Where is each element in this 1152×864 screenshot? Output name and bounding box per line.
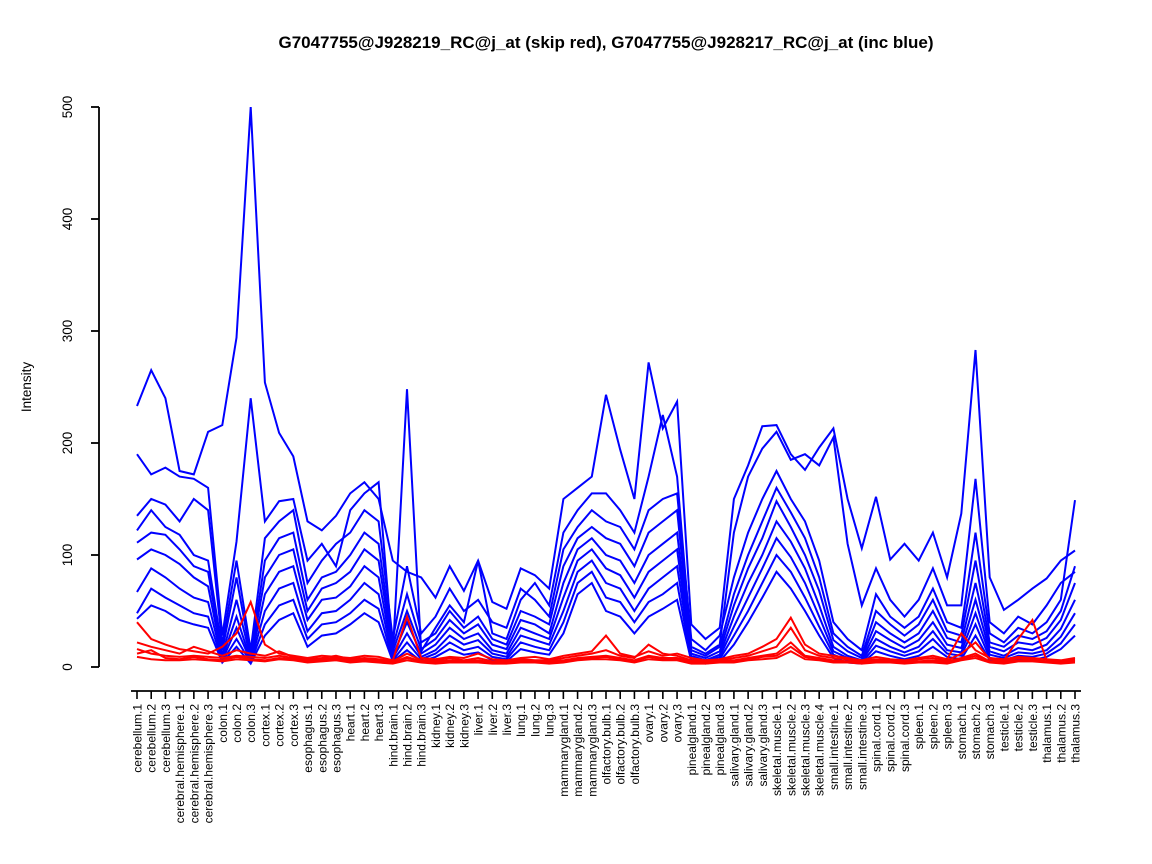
x-tick-label: mammarygland.2 bbox=[571, 704, 585, 797]
x-tick-label: cerebellum.3 bbox=[159, 704, 173, 773]
y-tick-label: 300 bbox=[60, 320, 75, 343]
x-tick-label: spinal.cord.2 bbox=[884, 704, 898, 772]
series-line-inc-probe-2 bbox=[136, 389, 1076, 655]
series-line-inc-probe-7 bbox=[136, 536, 1076, 665]
x-tick-label: esophagus.1 bbox=[301, 704, 315, 773]
x-tick-label: testicle.2 bbox=[1012, 704, 1026, 752]
series-line-skip-probe-5 bbox=[136, 645, 1076, 664]
series-line-skip-probe-1 bbox=[136, 599, 1076, 662]
x-tick-label: spleen.3 bbox=[941, 704, 955, 750]
x-tick-label: liver.1 bbox=[472, 704, 486, 736]
x-tick-label: lung.1 bbox=[514, 704, 528, 737]
x-tick-label: esophagus.3 bbox=[330, 704, 344, 773]
x-tick-label: thalamus.3 bbox=[1069, 704, 1083, 763]
x-tick-label: thalamus.2 bbox=[1054, 704, 1068, 763]
x-tick-label: spinal.cord.3 bbox=[898, 704, 912, 772]
x-tick-label: mammarygland.1 bbox=[557, 704, 571, 797]
y-tick-label: 200 bbox=[60, 432, 75, 455]
x-tick-label: pinealgland.3 bbox=[713, 704, 727, 776]
x-tick-label: stomach.2 bbox=[969, 704, 983, 760]
x-tick-label: hind.brain.2 bbox=[401, 704, 415, 767]
x-tick-label: kidney.3 bbox=[457, 704, 471, 748]
y-tick-label: 500 bbox=[60, 96, 75, 119]
x-tick-label: cerebral.hemisphere.1 bbox=[173, 704, 187, 824]
x-tick-label: liver.3 bbox=[500, 704, 514, 736]
series-line-inc-probe-6 bbox=[136, 519, 1076, 665]
x-tick-label: skeletal.muscle.3 bbox=[799, 704, 813, 796]
series-line-inc-probe-9 bbox=[136, 570, 1076, 666]
x-tick-label: colon.1 bbox=[216, 704, 230, 743]
series-line-skip-probe-2 bbox=[136, 617, 1076, 663]
x-tick-label: thalamus.1 bbox=[1040, 704, 1054, 763]
x-tick-label: mammarygland.3 bbox=[585, 704, 599, 797]
series-line-skip-probe-4 bbox=[136, 650, 1076, 665]
x-tick-label: ovary.2 bbox=[656, 704, 670, 743]
x-tick-label: small.intestine.3 bbox=[855, 704, 869, 790]
x-tick-label: cerebral.hemisphere.2 bbox=[187, 704, 201, 824]
x-tick-label: olfactory.bulb.2 bbox=[614, 704, 628, 785]
x-tick-label: hind.brain.3 bbox=[415, 704, 429, 767]
x-tick-label: skeletal.muscle.1 bbox=[770, 704, 784, 796]
series-line-inc-probe-1 bbox=[136, 106, 1076, 641]
x-tick-label: pinealgland.1 bbox=[685, 704, 699, 776]
x-tick-label: stomach.1 bbox=[955, 704, 969, 760]
x-tick-label: heart.3 bbox=[372, 704, 386, 742]
x-tick-label: kidney.2 bbox=[443, 704, 457, 748]
x-tick-label: lung.3 bbox=[543, 704, 557, 737]
chart-title: G7047755@J928219_RC@j_at (skip red), G70… bbox=[278, 33, 934, 52]
series-line-inc-probe-8 bbox=[136, 553, 1076, 665]
x-tick-label: small.intestine.1 bbox=[827, 704, 841, 790]
x-tick-label: cortex.1 bbox=[258, 704, 272, 747]
x-tick-label: heart.1 bbox=[344, 704, 358, 742]
x-tick-label: spleen.2 bbox=[926, 704, 940, 750]
x-tick-label: hind.brain.1 bbox=[386, 704, 400, 767]
x-tick-label: colon.2 bbox=[230, 704, 244, 743]
x-tick-label: small.intestine.2 bbox=[841, 704, 855, 790]
x-tick-label: cerebellum.1 bbox=[131, 704, 145, 773]
series-line-inc-probe-5 bbox=[136, 498, 1076, 660]
x-tick-label: lung.2 bbox=[528, 704, 542, 737]
series-line-inc-probe-3 bbox=[136, 468, 1076, 652]
x-tick-label: liver.2 bbox=[486, 704, 500, 736]
x-tick-label: skeletal.muscle.2 bbox=[784, 704, 798, 796]
series-line-inc-probe-4 bbox=[136, 485, 1076, 658]
x-tick-label: spinal.cord.1 bbox=[870, 704, 884, 772]
x-tick-label: salivary.gland.1 bbox=[727, 704, 741, 787]
x-tick-label: cerebral.hemisphere.3 bbox=[202, 704, 216, 824]
x-tick-label: ovary.1 bbox=[642, 704, 656, 743]
y-tick-label: 100 bbox=[60, 544, 75, 567]
x-tick-label: olfactory.bulb.3 bbox=[628, 704, 642, 785]
x-tick-label: cortex.2 bbox=[273, 704, 287, 747]
x-tick-label: spleen.1 bbox=[912, 704, 926, 750]
x-tick-label: pinealgland.2 bbox=[699, 704, 713, 776]
y-tick-label: 0 bbox=[60, 663, 75, 671]
x-tick-label: cortex.3 bbox=[287, 704, 301, 747]
x-tick-label: testicle.1 bbox=[997, 704, 1011, 752]
x-tick-label: stomach.3 bbox=[983, 704, 997, 760]
y-tick-label: 400 bbox=[60, 208, 75, 231]
x-tick-label: salivary.gland.2 bbox=[742, 704, 756, 787]
x-tick-label: kidney.1 bbox=[429, 704, 443, 748]
x-tick-label: skeletal.muscle.4 bbox=[813, 704, 827, 796]
x-tick-label: cerebellum.2 bbox=[145, 704, 159, 773]
x-tick-label: esophagus.2 bbox=[315, 704, 329, 773]
x-tick-label: olfactory.bulb.1 bbox=[600, 704, 614, 785]
x-tick-label: salivary.gland.3 bbox=[756, 704, 770, 787]
x-tick-label: colon.3 bbox=[244, 704, 258, 743]
x-tick-label: ovary.3 bbox=[671, 704, 685, 743]
y-axis-title: Intensity bbox=[19, 362, 34, 413]
x-tick-label: testicle.3 bbox=[1026, 704, 1040, 752]
x-tick-label: heart.2 bbox=[358, 704, 372, 742]
